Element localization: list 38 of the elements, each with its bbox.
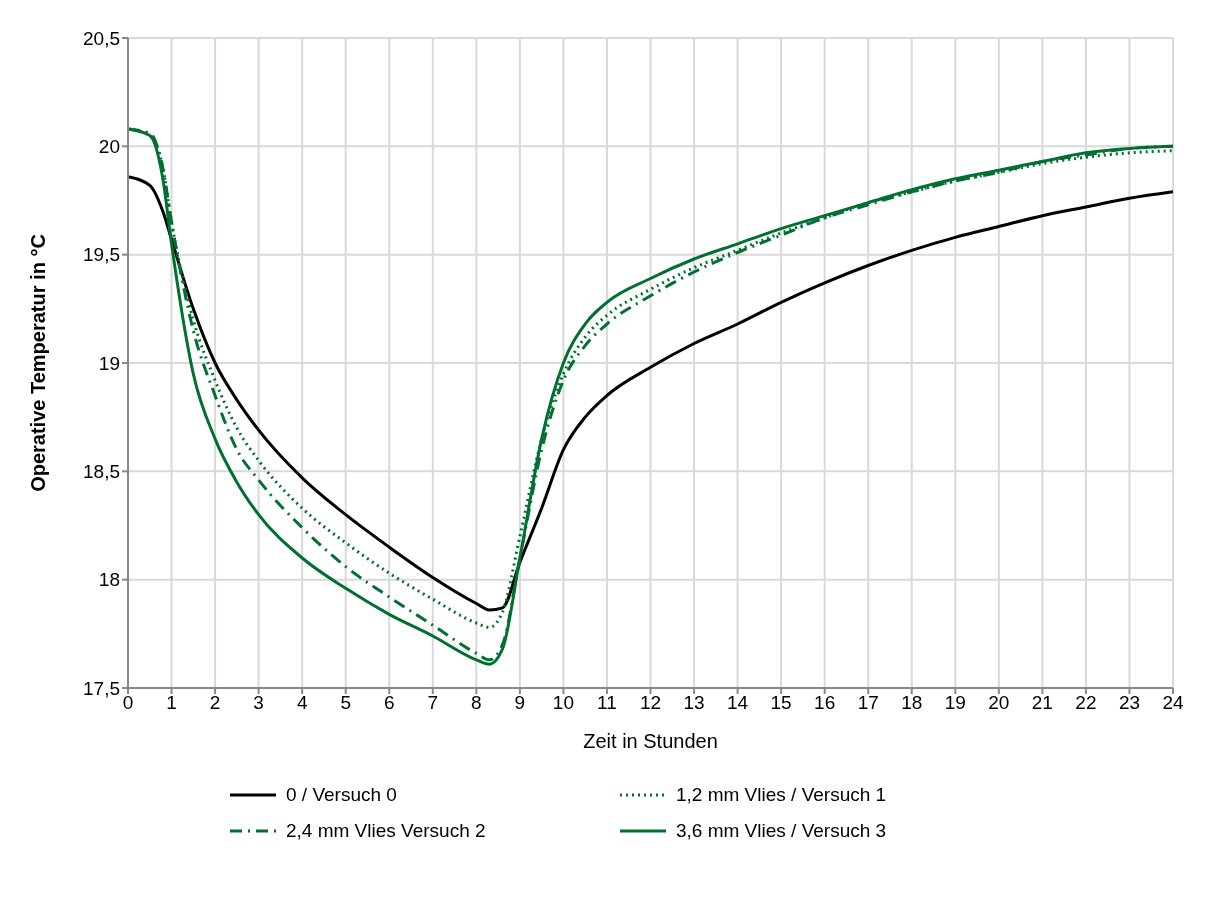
x-tick-label: 12 (639, 692, 662, 714)
x-tick-label: 21 (1031, 692, 1053, 714)
x-tick-label: 0 (122, 692, 134, 714)
x-tick-label: 15 (770, 692, 792, 714)
x-tick-label: 1 (166, 692, 177, 714)
legend-label: 3,6 mm Vlies / Versuch 3 (676, 820, 887, 842)
y-tick-label: 18 (98, 569, 120, 591)
x-tick-label: 4 (296, 692, 308, 714)
legend-label: 1,2 mm Vlies / Versuch 1 (676, 784, 887, 806)
y-axis-title: Operative Temperatur in °C (27, 234, 50, 492)
x-tick-label: 7 (427, 692, 439, 714)
y-tick-label: 19,5 (83, 244, 120, 266)
x-tick-label: 24 (1162, 692, 1184, 714)
x-tick-label: 20 (988, 692, 1010, 714)
x-tick-label: 10 (552, 692, 574, 714)
x-tick-label: 16 (814, 692, 836, 714)
x-tick-label: 18 (901, 692, 923, 714)
y-tick-label: 20 (98, 136, 120, 158)
x-axis-title: Zeit in Stunden (583, 730, 718, 752)
x-tick-label: 2 (209, 692, 221, 714)
x-tick-label: 13 (683, 692, 705, 714)
legend-label: 0 / Versuch 0 (286, 784, 397, 806)
x-tick-label: 22 (1075, 692, 1097, 714)
legend-label: 2,4 mm Vlies Versuch 2 (286, 820, 486, 842)
y-tick-label: 20,5 (83, 27, 120, 49)
x-tick-label: 6 (383, 692, 395, 714)
x-tick-label: 9 (514, 692, 526, 714)
x-tick-label: 11 (597, 692, 617, 714)
x-tick-label: 5 (340, 692, 351, 714)
y-tick-label: 18,5 (83, 461, 120, 483)
x-tick-label: 14 (727, 692, 749, 714)
x-tick-label: 19 (944, 692, 966, 714)
y-tick-label: 17,5 (83, 677, 120, 699)
x-tick-label: 23 (1118, 692, 1141, 714)
x-tick-label: 8 (471, 692, 482, 714)
x-tick-label: 17 (857, 692, 879, 714)
y-tick-label: 19 (98, 352, 120, 374)
x-tick-label: 3 (253, 692, 264, 714)
